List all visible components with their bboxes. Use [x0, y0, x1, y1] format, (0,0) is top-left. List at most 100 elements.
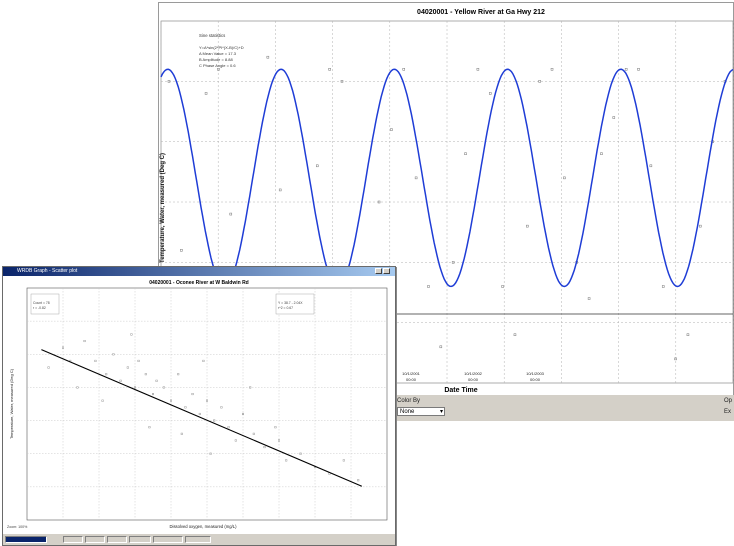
sine-data-point: [402, 68, 406, 71]
scatter-fit-line-text: r^2 = 0.67: [278, 306, 293, 310]
scatter-data-point: [94, 359, 97, 362]
sine-y-axis-label: Temperature, Water, measured (Deg C): [160, 153, 166, 263]
scatter-fit-frame: [275, 293, 315, 315]
sine-chart-title: 04020001 - Yellow River at Ga Hwy 212: [417, 9, 545, 16]
right-edge-label-1: Op: [724, 398, 733, 404]
status-cell-1: [5, 536, 47, 543]
sine-x-tick-label: 10/1/2002: [464, 371, 483, 376]
scatter-data-point: [105, 373, 108, 376]
scatter-data-point: [155, 379, 158, 382]
scatter-chart: 04020001 - Oconee River at W Baldwin Rd …: [7, 280, 388, 529]
sine-x-tick-label: 10/1/2003: [526, 371, 545, 376]
scatter-data-point: [299, 452, 302, 455]
scatter-stats-frame: [30, 293, 60, 315]
sine-data-point: [624, 68, 628, 71]
sine-data-point: [476, 68, 480, 71]
scatter-data-point: [249, 386, 252, 389]
scatter-data-point: [234, 439, 237, 442]
sine-data-point: [451, 261, 455, 264]
scatter-data-point: [177, 373, 180, 376]
scatter-data-point: [144, 373, 147, 376]
status-bar: [3, 533, 395, 545]
sine-data-point: [649, 164, 653, 168]
color-by-dropdown[interactable]: None: [397, 407, 445, 417]
sine-data-point: [328, 68, 331, 71]
scatter-data-point: [137, 359, 140, 362]
scatter-data-point: [83, 340, 86, 343]
scatter-data-point: [213, 419, 216, 422]
status-cell-2: [63, 536, 83, 543]
scatter-data-point: [76, 386, 79, 389]
sine-data-point: [612, 116, 616, 119]
status-cell-4: [107, 536, 127, 543]
scatter-data-point: [130, 333, 133, 336]
scatter-data-point: [205, 399, 208, 402]
sine-data-point: [661, 285, 665, 288]
scatter-data-point: [101, 399, 104, 402]
sine-data-point: [587, 297, 591, 300]
sine-data-point: [550, 68, 554, 71]
scatter-chart-title: 04020001 - Oconee River at W Baldwin Rd: [149, 280, 248, 286]
scatter-data-point: [133, 386, 136, 389]
scatter-data-point: [47, 366, 50, 369]
sine-data-point: [501, 285, 504, 288]
sine-x-tick-label: 00:00: [406, 377, 417, 382]
sine-data-point: [167, 80, 171, 83]
minimize-button[interactable]: [375, 268, 382, 274]
scatter-data-point: [148, 426, 151, 429]
status-cell-3: [85, 536, 105, 543]
sine-data-point: [204, 92, 208, 95]
sine-data-point: [439, 345, 443, 349]
scatter-stats-line: r = -0.82: [33, 306, 46, 310]
scatter-data-point: [180, 432, 183, 435]
scatter-x-axis-label: Dissolved oxygen, measured (mg/L): [169, 524, 237, 529]
scatter-data-point: [198, 412, 201, 415]
sine-data-point: [637, 68, 640, 71]
zoom-label: Zoom: 100%: [7, 525, 28, 529]
scatter-data-point: [241, 412, 244, 415]
scatter-data-point: [162, 386, 165, 389]
sine-stats-line: B Amplitude = 8.88: [199, 57, 233, 62]
sine-x-tick-label: 00:00: [468, 377, 479, 382]
sine-data-point: [538, 80, 541, 83]
sine-data-point: [217, 68, 220, 71]
scatter-data-point: [263, 446, 266, 449]
sine-data-point: [699, 224, 702, 228]
sine-data-point: [427, 285, 430, 288]
sine-fit-curve: [160, 68, 734, 288]
sine-x-tick-label: 10/1/2001: [402, 371, 421, 376]
sine-data-point: [686, 333, 690, 336]
scatter-data-point: [112, 353, 115, 356]
color-by-label: Color By: [397, 398, 421, 404]
scatter-fit-line-text: Y = 38.7 - 2.04X: [278, 301, 303, 305]
sine-data-point: [180, 249, 183, 252]
scatter-data-point: [357, 479, 360, 482]
scatter-plot-area: [26, 287, 388, 521]
right-edge-label-2[interactable]: Ex: [724, 409, 732, 415]
scatter-data-point: [252, 432, 255, 435]
close-button[interactable]: [383, 268, 390, 274]
scatter-data-point: [62, 346, 65, 349]
sine-stats-line: A Mean Value = 17.3: [199, 51, 237, 56]
sine-stats-title: Sine statistics: [199, 33, 225, 38]
scatter-data-point: [191, 393, 194, 396]
sine-data-point: [414, 176, 418, 180]
scatter-window-titlebar[interactable]: WRDB Graph - Scatter plot: [3, 267, 395, 276]
scatter-data-point: [202, 359, 205, 362]
scatter-y-axis-label: Temperature, Water, measured (Deg C): [9, 368, 14, 439]
scatter-data-point: [209, 452, 212, 455]
scatter-data-point: [220, 406, 223, 409]
sine-data-point: [674, 357, 677, 361]
sine-data-point: [340, 80, 344, 83]
scatter-data-point: [126, 366, 129, 369]
sine-x-tick-label: 00:00: [530, 377, 541, 382]
scatter-data-point: [274, 426, 277, 429]
scatter-data-point: [184, 406, 187, 409]
sine-data-point: [390, 128, 393, 131]
scatter-data-point: [278, 439, 281, 442]
sine-data-point: [526, 224, 529, 228]
sine-data-point: [488, 92, 492, 95]
status-cell-5: [129, 536, 151, 543]
sine-stats-line: C Phase Angle = 0.6: [199, 63, 236, 68]
sine-data-point: [266, 55, 270, 59]
